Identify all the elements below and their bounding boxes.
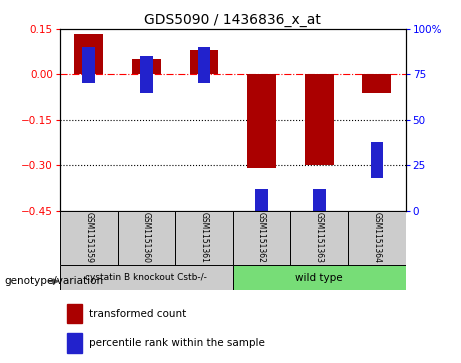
Title: GDS5090 / 1436836_x_at: GDS5090 / 1436836_x_at (144, 13, 321, 26)
Text: transformed count: transformed count (89, 309, 187, 319)
Text: cystatin B knockout Cstb-/-: cystatin B knockout Cstb-/- (85, 273, 207, 282)
Bar (67, 304, 82, 323)
Bar (60, 265, 233, 290)
Bar (233, 265, 406, 290)
Bar (348, 211, 406, 265)
Bar (83, 47, 95, 83)
Bar (140, 56, 153, 93)
Bar (198, 47, 210, 83)
Text: genotype/variation: genotype/variation (5, 276, 104, 286)
Bar (175, 211, 233, 265)
Text: GSM1151360: GSM1151360 (142, 212, 151, 263)
Text: GSM1151363: GSM1151363 (315, 212, 324, 263)
Bar (74, 34, 103, 74)
Text: wild type: wild type (296, 273, 343, 283)
Bar (371, 142, 383, 178)
Bar (233, 211, 290, 265)
Bar (189, 50, 219, 74)
Bar (67, 333, 82, 353)
Bar (362, 74, 391, 93)
Text: GSM1151359: GSM1151359 (84, 212, 93, 263)
Bar (290, 211, 348, 265)
Text: GSM1151361: GSM1151361 (200, 212, 208, 263)
Bar (247, 74, 276, 168)
Text: GSM1151364: GSM1151364 (372, 212, 381, 263)
Bar (118, 211, 175, 265)
Text: GSM1151362: GSM1151362 (257, 212, 266, 263)
Bar (132, 59, 161, 74)
Bar (60, 211, 118, 265)
Text: percentile rank within the sample: percentile rank within the sample (89, 338, 266, 348)
Bar (305, 74, 334, 165)
Bar (255, 189, 268, 225)
Bar (313, 189, 325, 225)
